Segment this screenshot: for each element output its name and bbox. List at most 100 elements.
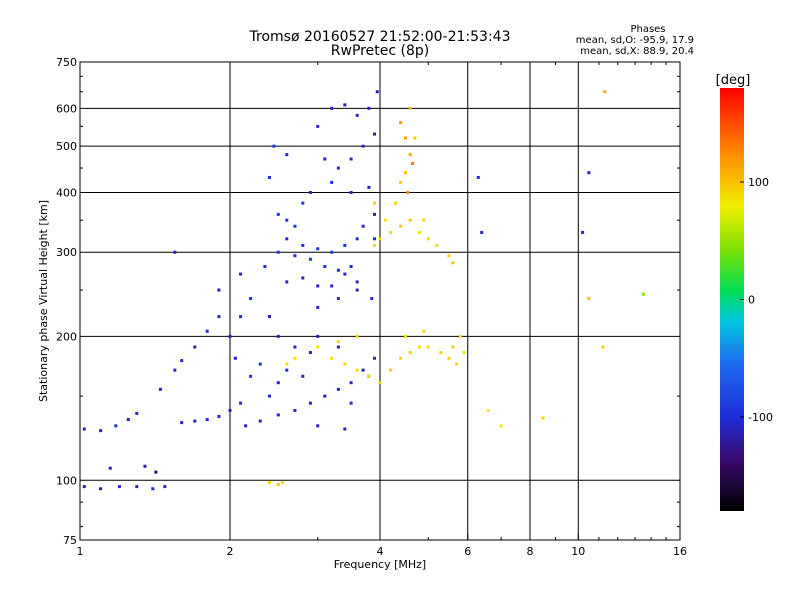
o-mode-point [239, 272, 243, 276]
x-mode-point [408, 218, 412, 222]
x-mode-point [399, 224, 403, 228]
o-mode-point [173, 250, 177, 254]
o-mode-point [285, 153, 289, 157]
o-mode-point [267, 394, 271, 398]
o-mode-point [180, 359, 184, 363]
o-mode-point [316, 124, 320, 128]
x-tick-label: 1 [77, 545, 84, 558]
o-mode-point [301, 374, 305, 378]
o-mode-point [308, 190, 312, 194]
x-mode-point [285, 362, 289, 366]
x-mode-point [399, 180, 403, 184]
o-mode-point [205, 329, 209, 333]
x-mode-point [458, 334, 462, 338]
o-mode-point [330, 250, 334, 254]
o-mode-point [244, 424, 248, 428]
x-mode-point [403, 136, 407, 140]
o-mode-point [285, 237, 289, 241]
o-mode-point [293, 224, 297, 228]
o-mode-point [293, 254, 297, 258]
x-mode-point [373, 201, 377, 205]
o-mode-point [263, 265, 267, 269]
o-mode-point [285, 280, 289, 284]
x-mode-point [417, 345, 421, 349]
stats-heading: Phases [630, 24, 665, 35]
o-mode-point [217, 288, 221, 292]
o-mode-point [272, 144, 276, 148]
o-mode-point [249, 297, 253, 301]
o-mode-point [193, 345, 197, 349]
x-tick-label: 4 [377, 545, 384, 558]
o-mode-point [343, 427, 347, 431]
x-mode-point [403, 334, 407, 338]
o-mode-point [193, 419, 197, 423]
x-tick-label: 10 [571, 545, 585, 558]
x-mode-point [355, 334, 359, 338]
colorbar-ticks: -100 0 100 [740, 176, 773, 424]
x-mode-point [408, 106, 412, 110]
grid-lines [80, 62, 680, 540]
o-mode-point [258, 419, 262, 423]
x-mode-point [603, 90, 607, 94]
o-mode-point [135, 411, 139, 415]
o-mode-point [217, 315, 221, 319]
x-mode-point [587, 297, 591, 301]
o-mode-point [373, 132, 377, 136]
x-mode-point [541, 416, 545, 420]
plot-frame [79, 61, 681, 541]
x-tick-label: 6 [464, 545, 471, 558]
x-mode-point [389, 368, 393, 372]
x-mode-point [601, 345, 605, 349]
stats-line-x: mean, sd,X: 88.9, 20.4 [580, 46, 694, 57]
o-mode-point [114, 424, 118, 428]
y-tick-label: 200 [56, 330, 77, 343]
x-mode-point [499, 424, 503, 428]
x-mode-point [399, 121, 403, 125]
o-mode-point [355, 288, 359, 292]
o-mode-point [258, 362, 262, 366]
o-mode-point [293, 345, 297, 349]
x-mode-point [435, 243, 439, 247]
o-mode-point [249, 374, 253, 378]
o-mode-point [581, 230, 585, 234]
colorbar-tick-label: 100 [748, 176, 769, 189]
o-mode-point [336, 268, 340, 272]
x-mode-point [426, 237, 430, 241]
x-mode-point [408, 153, 412, 157]
x-mode-point [486, 408, 490, 412]
o-mode-point [301, 276, 305, 280]
o-mode-point [267, 175, 271, 179]
x-mode-point [267, 480, 271, 484]
o-mode-point [173, 368, 177, 372]
data-points [82, 90, 645, 491]
x-mode-point [417, 230, 421, 234]
o-mode-point [323, 265, 327, 269]
x-mode-point [336, 340, 340, 344]
y-tick-label: 300 [56, 246, 77, 259]
x-mode-point [378, 381, 382, 385]
o-mode-point [233, 356, 237, 360]
o-mode-point [361, 224, 365, 228]
o-mode-point [349, 157, 353, 161]
x-mode-point [394, 201, 398, 205]
chart-title: Tromsø 20160527 21:52:00-21:53:43 [249, 29, 511, 45]
o-mode-point [349, 190, 353, 194]
o-mode-point [316, 424, 320, 428]
o-mode-point [343, 103, 347, 107]
o-mode-point [330, 180, 334, 184]
x-mode-point [411, 161, 415, 165]
o-mode-point [370, 297, 374, 301]
x-mode-point [455, 362, 459, 366]
o-mode-point [276, 250, 280, 254]
o-mode-point [108, 466, 112, 470]
x-mode-point [439, 351, 443, 355]
o-mode-point [276, 381, 280, 385]
x-mode-point [422, 329, 426, 333]
o-mode-point [151, 487, 155, 491]
x-mode-point [403, 171, 407, 175]
stats-line-o: mean, sd,O: -95.9, 17.9 [576, 35, 694, 46]
o-mode-point [308, 257, 312, 261]
o-mode-point [336, 387, 340, 391]
x-mode-point [373, 243, 377, 247]
